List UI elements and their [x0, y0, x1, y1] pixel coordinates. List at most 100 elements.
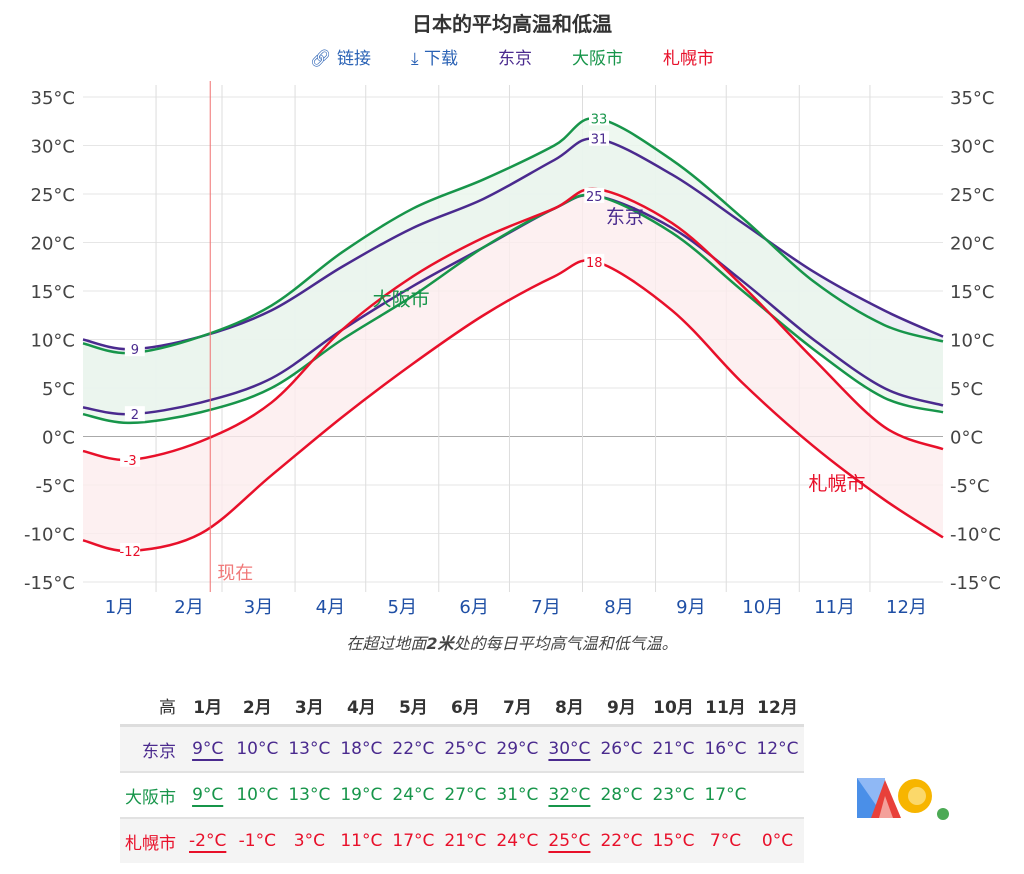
x-tick-label: 7月 [531, 597, 560, 618]
point-label: 33 [591, 112, 608, 127]
temp-cell: 26°C [595, 725, 648, 772]
temp-value: -2°C [189, 831, 227, 851]
link-icon: 🔗︎ [310, 49, 338, 69]
temp-value: 25°C [444, 739, 487, 759]
temperature-chart: 35°C 35°C30°C 30°C25°C 25°C20°C 20°C15°C 15°C… [24, 81, 1001, 618]
temp-value: 19°C [340, 785, 383, 805]
x-tick-label: 3月 [244, 597, 273, 618]
series-label: 东京 [606, 206, 644, 228]
month-header: 11月 [705, 697, 746, 718]
y-tick-label-left: -15°C [24, 573, 75, 594]
table-row: 东京 9°C 10°C 13°C 18°C 22°C 25°C 29°C 30°C 26°C 21°… [120, 725, 804, 772]
temp-value: 7°C [709, 831, 742, 851]
point-label-bg [589, 130, 609, 146]
temp-value: 10°C [236, 785, 279, 805]
temp-cell: 22°C [387, 725, 440, 772]
month-header: 5月 [398, 697, 428, 718]
temp-cell: 9°C [184, 771, 232, 819]
temp-cell: 29°C [491, 725, 544, 772]
series-line-sapporo-high [82, 187, 944, 462]
y-tick-label-right: 0°C [950, 428, 983, 449]
temp-value: 22°C [392, 739, 435, 759]
temp-cell: 22°C [595, 818, 648, 863]
city-cell: 札幌市 [120, 818, 184, 863]
temp-cell: 0°C [751, 818, 804, 863]
month-header: 4月 [346, 697, 376, 718]
high-header: 高 [159, 697, 176, 718]
temp-value: 30°C [548, 739, 591, 759]
y-tick-label-left: 0°C [42, 428, 75, 449]
x-tick-label: 11月 [814, 597, 855, 618]
chart-caption: 在超过地面2米处的每日平均高气温和低气温。 [346, 634, 678, 653]
temp-cell: 32°C [543, 771, 596, 819]
x-tick-label: 10月 [742, 597, 783, 618]
chart-title: 日本的平均高温和低温 [412, 12, 612, 36]
temp-value: 29°C [496, 739, 539, 759]
temp-cell: 23°C [647, 771, 700, 819]
month-header: 3月 [294, 697, 324, 718]
series-line-sapporo-low [82, 259, 944, 553]
temp-value: 13°C [288, 785, 331, 805]
x-tick-label: 4月 [316, 597, 345, 618]
y-tick-label-right: -15°C [950, 573, 1001, 594]
temp-cell: 28°C [595, 771, 648, 819]
download-button[interactable]: ⤓ 下载 [411, 49, 458, 69]
temp-cell: 31°C [491, 771, 544, 819]
point-label: 31 [591, 133, 608, 148]
temp-cell: 13°C [283, 725, 336, 772]
temp-value: 23°C [652, 785, 695, 805]
temp-cell: 16°C [699, 725, 752, 772]
city-cell: 东京 [120, 725, 184, 772]
temp-value: 12°C [756, 739, 799, 759]
temp-value: 21°C [444, 831, 487, 851]
temp-value: 22°C [600, 831, 643, 851]
legend-osaka[interactable]: 大阪市 [571, 49, 623, 69]
y-tick-label-left: 20°C [31, 234, 75, 255]
legend-sapporo[interactable]: 札幌市 [662, 49, 714, 69]
temp-cell: 25°C [439, 725, 492, 772]
month-header: 1月 [193, 697, 223, 718]
temp-cell: 10°C [231, 771, 284, 819]
temp-value: 21°C [652, 739, 695, 759]
legend-tokyo[interactable]: 东京 [497, 49, 532, 69]
temp-cell: 24°C [491, 818, 544, 863]
temp-cell: 24°C [387, 771, 440, 819]
table-row: 大阪市 9°C 10°C 13°C 19°C 24°C 27°C 31°C 32°C 28°C 23… [120, 771, 804, 819]
temp-value: 27°C [444, 785, 487, 805]
month-header: 2月 [242, 697, 272, 718]
x-tick-label: 9月 [676, 597, 705, 618]
y-tick-label-right: 25°C [950, 185, 994, 206]
x-tick-label: 12月 [886, 597, 927, 618]
series-label: 大阪市 [373, 289, 430, 311]
temp-cell: 27°C [439, 771, 492, 819]
temp-value: 11°C [340, 831, 383, 851]
series-line-osaka-low [82, 193, 944, 425]
y-tick-label-right: -5°C [950, 476, 990, 497]
point-label: 2 [131, 408, 139, 423]
temp-cell: 11°C [335, 818, 388, 863]
point-label: -3 [124, 454, 137, 469]
temp-cell: 9°C [184, 725, 232, 772]
temp-value: 24°C [392, 785, 435, 805]
point-label-bg [124, 341, 145, 357]
month-header: 8月 [555, 697, 584, 718]
link-button[interactable]: 🔗︎ 链接 [310, 49, 372, 69]
month-header: 6月 [450, 697, 480, 718]
y-tick-label-left: -5°C [35, 476, 75, 497]
temp-cell: 12°C [751, 725, 804, 772]
temp-value: 9°C [192, 785, 224, 805]
y-tick-label-left: 10°C [31, 331, 75, 352]
y-tick-label-left: 15°C [31, 282, 75, 303]
y-tick-label-right: 20°C [950, 234, 994, 255]
point-label-bg [584, 253, 605, 269]
temp-cell: 3°C [283, 818, 336, 863]
temp-cell: 25°C [543, 818, 596, 863]
temp-value: 28°C [600, 785, 643, 805]
x-tick-label: 5月 [388, 597, 417, 618]
month-header: 9月 [607, 697, 636, 718]
temp-value: 17°C [392, 831, 435, 851]
y-tick-label-left: 25°C [31, 185, 75, 206]
temp-value: 9°C [192, 739, 224, 759]
temp-value: 17°C [704, 785, 747, 805]
point-label-bg [124, 406, 145, 422]
